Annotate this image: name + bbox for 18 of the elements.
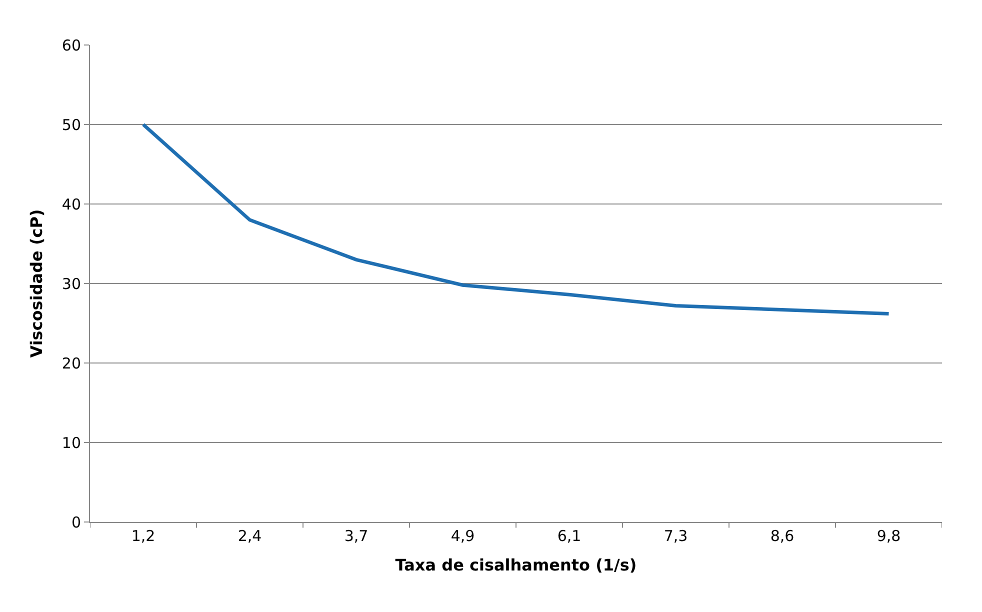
line-series xyxy=(142,122,890,316)
y-tick-label: 0 xyxy=(71,513,81,532)
x-tick-label: 4,9 xyxy=(450,527,475,545)
x-tick-label: 6,1 xyxy=(557,527,582,545)
x-tick-label: 9,8 xyxy=(876,527,901,545)
x-tick-label: 1,2 xyxy=(131,527,156,545)
x-tick-label: 7,3 xyxy=(664,527,688,545)
x-tick-label: 3,7 xyxy=(344,527,368,545)
x-tick-label: 8,6 xyxy=(770,527,794,545)
y-tick-label: 50 xyxy=(62,116,81,134)
y-tick-label: 60 xyxy=(62,36,81,54)
y-tick-label: 30 xyxy=(62,274,81,293)
y-tick-label: 10 xyxy=(62,434,81,452)
x-axis-title: Taxa de cisalhamento (1/s) xyxy=(395,556,637,575)
x-tick-label: 2,4 xyxy=(238,527,262,545)
y-tick-label: 40 xyxy=(62,195,81,214)
y-tick-label: 20 xyxy=(62,354,81,372)
y-axis-title: Viscosidade (cP) xyxy=(26,209,46,358)
